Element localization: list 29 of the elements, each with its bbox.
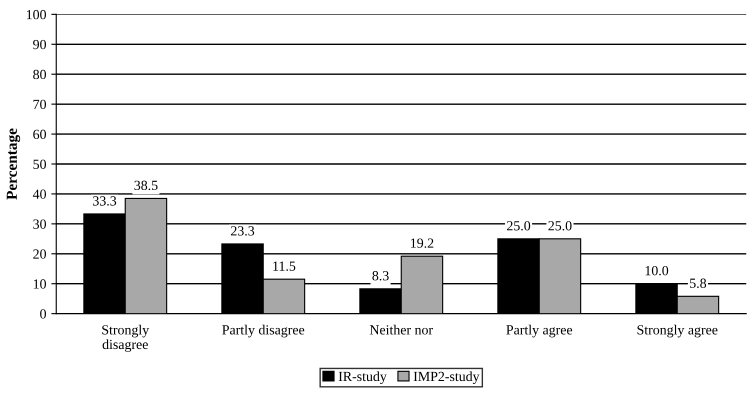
x-tick-label: Neither nor [370, 324, 433, 335]
legend-label: IMP2-study [414, 371, 480, 384]
x-tick-label: Partly disagree [222, 324, 304, 338]
data-label: 11.5 [273, 262, 296, 271]
y-tick-label: 90 [33, 40, 46, 50]
y-tick-label: 70 [34, 100, 46, 110]
x-tick-label: Partly agree [506, 324, 572, 338]
data-label: 38.5 [134, 180, 158, 190]
data-label: 23.3 [231, 226, 254, 236]
y-axis-title: Percentage [6, 128, 20, 200]
y-tick-label: 50 [33, 160, 46, 169]
y-tick-label: 100 [26, 10, 46, 20]
data-label: 33.3 [93, 196, 116, 206]
data-label: 5.8 [690, 278, 706, 288]
data-label: 25.0 [507, 221, 530, 231]
x-tick-label: Strongly disagree [102, 324, 150, 352]
y-tick-label: 30 [33, 219, 46, 229]
legend-label: IR-study [338, 371, 387, 384]
data-label: 8.3 [372, 271, 389, 280]
y-tick-label: 10 [34, 279, 46, 289]
data-label: 25.0 [548, 221, 572, 231]
y-tick-label: 40 [32, 190, 46, 199]
data-label: 19.2 [411, 238, 434, 248]
y-tick-label: 0 [40, 309, 46, 319]
y-tick-label: 80 [33, 70, 46, 80]
x-tick-label: Strongly agree [637, 324, 718, 338]
data-label: 10.0 [646, 266, 668, 276]
y-tick-label: 60 [33, 130, 46, 140]
y-tick-label: 20 [33, 249, 46, 259]
